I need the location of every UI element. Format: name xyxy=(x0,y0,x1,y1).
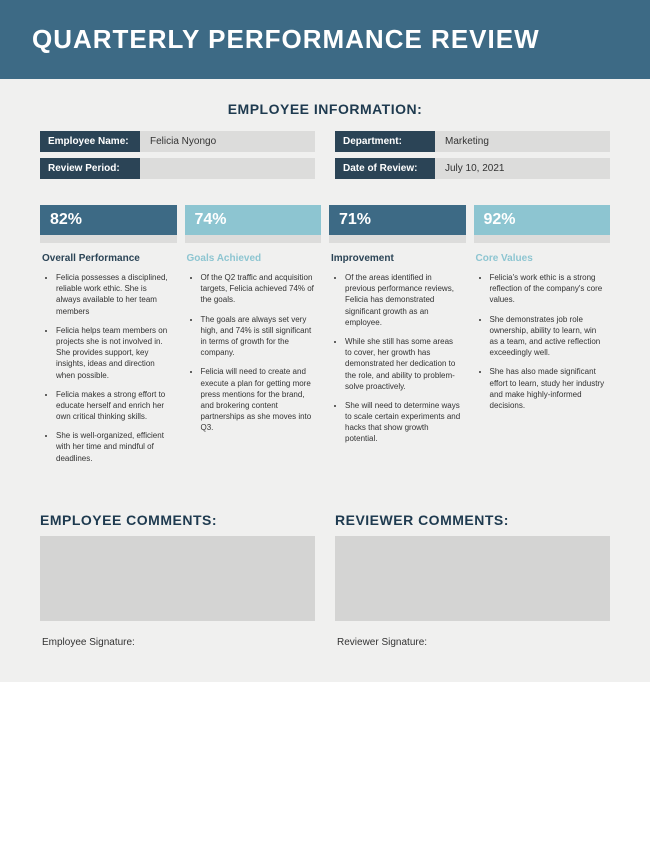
info-label-name: Employee Name: xyxy=(40,131,140,152)
metric-bullet: The goals are always set very high, and … xyxy=(201,314,318,359)
metric-bullet-list: Of the Q2 traffic and acquisition target… xyxy=(185,272,322,441)
reviewer-comments-block: REVIEWER COMMENTS: Reviewer Signature: xyxy=(335,512,610,652)
page-title: QUARTERLY PERFORMANCE REVIEW xyxy=(32,24,618,55)
metric-bullet-list: Felicia's work ethic is a strong reflect… xyxy=(474,272,611,419)
info-row-period: Review Period: xyxy=(40,158,315,179)
metric-bullet: Of the Q2 traffic and acquisition target… xyxy=(201,272,318,306)
employee-info-grid: Employee Name: Felicia Nyongo Department… xyxy=(40,131,610,179)
metric-tail-bar xyxy=(329,235,466,243)
info-row-dept: Department: Marketing xyxy=(335,131,610,152)
employee-comments-box[interactable] xyxy=(40,536,315,621)
metric-percentage: 71% xyxy=(329,205,466,235)
comments-section: EMPLOYEE COMMENTS: Employee Signature: R… xyxy=(40,512,610,652)
metric-percentage: 92% xyxy=(474,205,611,235)
metric-title: Core Values xyxy=(474,253,611,264)
page-container: QUARTERLY PERFORMANCE REVIEW EMPLOYEE IN… xyxy=(0,0,650,682)
metric-column-1: 74% Goals Achieved Of the Q2 traffic and a… xyxy=(185,205,322,472)
info-value-period xyxy=(140,158,315,179)
metric-percentage: 74% xyxy=(185,205,322,235)
metric-bullet: Of the areas identified in previous perf… xyxy=(345,272,462,328)
employee-comments-block: EMPLOYEE COMMENTS: Employee Signature: xyxy=(40,512,315,652)
metric-bullet-list: Felicia possesses a disciplined, reliabl… xyxy=(40,272,177,472)
metric-tail-bar xyxy=(185,235,322,243)
metric-bullet: She is well-organized, efficient with he… xyxy=(56,430,173,464)
reviewer-comments-title: REVIEWER COMMENTS: xyxy=(335,512,610,528)
info-label-period: Review Period: xyxy=(40,158,140,179)
metric-column-2: 71% Improvement Of the areas identified in… xyxy=(329,205,466,472)
info-value-dept: Marketing xyxy=(435,131,610,152)
employee-info-section-title: EMPLOYEE INFORMATION: xyxy=(40,101,610,117)
info-label-date: Date of Review: xyxy=(335,158,435,179)
info-value-name: Felicia Nyongo xyxy=(140,131,315,152)
metric-column-3: 92% Core Values Felicia's work ethic is a … xyxy=(474,205,611,472)
info-value-date: July 10, 2021 xyxy=(435,158,610,179)
metric-bullet: Felicia's work ethic is a strong reflect… xyxy=(490,272,607,306)
metric-bullet: Felicia makes a strong effort to educate… xyxy=(56,389,173,423)
metric-tail-bar xyxy=(40,235,177,243)
content-area: EMPLOYEE INFORMATION: Employee Name: Fel… xyxy=(0,79,650,682)
metric-bullet: She will need to determine ways to scale… xyxy=(345,400,462,445)
metric-bullet: While she still has some areas to cover,… xyxy=(345,336,462,392)
metric-bullet: She demonstrates job role ownership, abi… xyxy=(490,314,607,359)
metric-title: Improvement xyxy=(329,253,466,264)
reviewer-signature-label: Reviewer Signature: xyxy=(335,633,610,652)
metric-column-0: 82% Overall Performance Felicia possesses … xyxy=(40,205,177,472)
page-header: QUARTERLY PERFORMANCE REVIEW xyxy=(0,0,650,79)
metric-percentage: 82% xyxy=(40,205,177,235)
metric-bullet: Felicia possesses a disciplined, reliabl… xyxy=(56,272,173,317)
reviewer-comments-box[interactable] xyxy=(335,536,610,621)
metric-bullet: Felicia will need to create and execute … xyxy=(201,366,318,433)
metric-bullet-list: Of the areas identified in previous perf… xyxy=(329,272,466,453)
metric-title: Goals Achieved xyxy=(185,253,322,264)
metric-title: Overall Performance xyxy=(40,253,177,264)
metric-bullet: Felicia helps team members on projects s… xyxy=(56,325,173,381)
employee-signature-label: Employee Signature: xyxy=(40,633,315,652)
info-row-date: Date of Review: July 10, 2021 xyxy=(335,158,610,179)
info-label-dept: Department: xyxy=(335,131,435,152)
metrics-grid: 82% Overall Performance Felicia possesses … xyxy=(40,205,610,472)
metric-tail-bar xyxy=(474,235,611,243)
info-row-name: Employee Name: Felicia Nyongo xyxy=(40,131,315,152)
employee-comments-title: EMPLOYEE COMMENTS: xyxy=(40,512,315,528)
metric-bullet: She has also made significant effort to … xyxy=(490,366,607,411)
